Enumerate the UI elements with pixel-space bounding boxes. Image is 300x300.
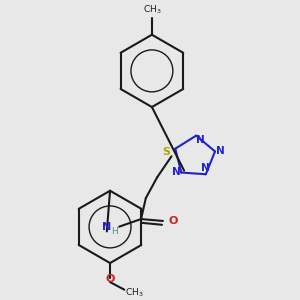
- Text: H: H: [112, 227, 118, 236]
- Text: N: N: [216, 146, 225, 156]
- Text: CH$_3$: CH$_3$: [142, 3, 161, 16]
- Text: O: O: [169, 216, 178, 226]
- Text: N: N: [102, 222, 112, 232]
- Text: O: O: [105, 274, 115, 284]
- Text: N: N: [172, 167, 181, 177]
- Text: S: S: [163, 146, 171, 157]
- Text: CH$_3$: CH$_3$: [125, 286, 144, 299]
- Text: N: N: [201, 163, 210, 172]
- Text: N: N: [196, 135, 204, 146]
